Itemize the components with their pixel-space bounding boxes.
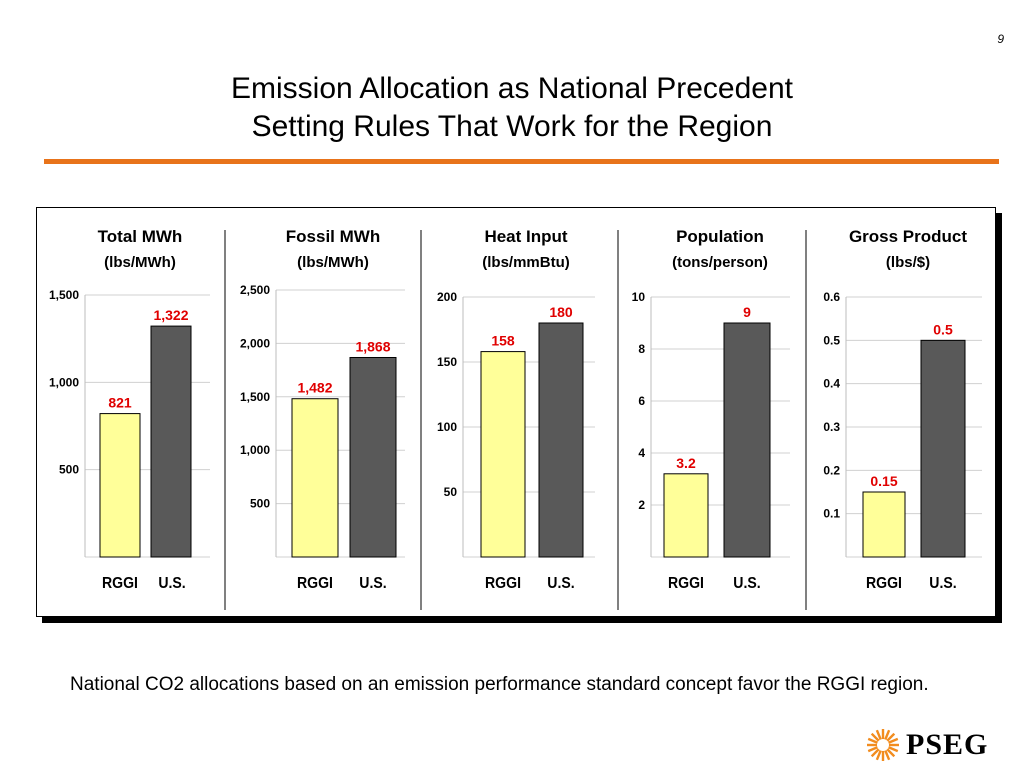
chart-title: Heat Input (484, 227, 567, 246)
chart-title: Population (676, 227, 764, 246)
sun-ray (867, 745, 879, 753)
sun-ray (875, 729, 883, 741)
y-tick-label: 1,000 (240, 443, 270, 457)
chart-title: Fossil MWh (286, 227, 380, 246)
footnote: National CO2 allocations based on an emi… (70, 674, 929, 695)
value-label: 821 (108, 395, 132, 411)
y-tick-label: 0.6 (823, 290, 840, 304)
value-label: 3.2 (676, 455, 696, 471)
page-number: 9 (997, 32, 1004, 46)
sun-ray (885, 732, 896, 743)
value-label: 0.5 (933, 321, 953, 337)
chart-subtitle: (lbs/$) (886, 254, 930, 271)
y-tick-label: 200 (437, 290, 457, 304)
bar-us (723, 322, 771, 558)
logo-text: PSEG (906, 728, 989, 761)
category-label: RGGI (485, 574, 521, 592)
y-tick-label: 1,500 (49, 288, 79, 302)
slide-title: Emission Allocation as National Preceden… (0, 70, 1024, 146)
slide-title-line-2: Setting Rules That Work for the Region (251, 110, 773, 143)
bar-us (349, 356, 397, 558)
value-label: 9 (743, 304, 751, 320)
bar-us (150, 325, 192, 558)
y-tick-label: 500 (250, 497, 270, 511)
y-tick-label: 0.3 (823, 420, 840, 434)
value-label: 1,482 (297, 380, 332, 396)
sun-ray (870, 732, 881, 743)
y-tick-label: 50 (444, 485, 458, 499)
bar-rggi (99, 413, 141, 558)
pseg-logo: PSEG (866, 728, 988, 762)
value-label: 0.15 (870, 473, 897, 489)
chart-subtitle: (lbs/mmBtu) (482, 254, 570, 271)
chart-subtitle: (lbs/MWh) (104, 254, 176, 271)
y-tick-label: 2,500 (240, 283, 270, 297)
category-label: U.S. (733, 574, 760, 592)
bar-rggi (663, 473, 709, 558)
bar-rggi (862, 491, 906, 558)
category-label: U.S. (359, 574, 386, 592)
sun-ray (883, 729, 891, 741)
sun-ray (867, 737, 879, 745)
value-label: 158 (491, 333, 515, 349)
bar-rggi (291, 398, 339, 558)
value-label: 1,868 (355, 338, 390, 354)
title-divider (44, 159, 999, 164)
y-tick-label: 150 (437, 355, 457, 369)
chart-subtitle: (lbs/MWh) (297, 254, 369, 271)
y-tick-label: 8 (638, 342, 645, 356)
y-tick-label: 1,500 (240, 390, 270, 404)
y-tick-label: 100 (437, 420, 457, 434)
sun-icon (867, 729, 899, 761)
y-tick-label: 4 (638, 446, 645, 460)
sun-ray (883, 749, 891, 761)
category-label: RGGI (102, 574, 138, 592)
sun-ray (870, 747, 881, 758)
chart-title: Total MWh (98, 227, 183, 246)
value-label: 1,322 (153, 307, 188, 323)
y-tick-label: 0.2 (823, 463, 840, 477)
y-tick-label: 2,000 (240, 336, 270, 350)
value-label: 180 (549, 304, 573, 320)
category-label: RGGI (297, 574, 333, 592)
y-tick-label: 2 (638, 498, 645, 512)
y-tick-label: 0.4 (823, 377, 840, 391)
category-label: U.S. (158, 574, 185, 592)
bar-rggi (480, 351, 526, 558)
y-tick-label: 500 (59, 463, 79, 477)
y-tick-label: 0.1 (823, 507, 840, 521)
sun-ray (875, 749, 883, 761)
sun-ray (887, 745, 899, 753)
sun-ray (885, 747, 896, 758)
category-label: U.S. (547, 574, 574, 592)
bar-us (920, 339, 966, 558)
y-tick-label: 6 (638, 394, 645, 408)
slide-title-line-1: Emission Allocation as National Preceden… (231, 72, 793, 105)
y-tick-label: 0.5 (823, 333, 840, 347)
bar-us (538, 322, 584, 558)
chart-title: Gross Product (849, 227, 967, 246)
y-tick-label: 10 (632, 290, 646, 304)
category-label: RGGI (668, 574, 704, 592)
y-tick-label: 1,000 (49, 375, 79, 389)
category-label: U.S. (929, 574, 956, 592)
chart-subtitle: (tons/person) (672, 254, 768, 271)
sun-ray (887, 737, 899, 745)
category-label: RGGI (866, 574, 902, 592)
